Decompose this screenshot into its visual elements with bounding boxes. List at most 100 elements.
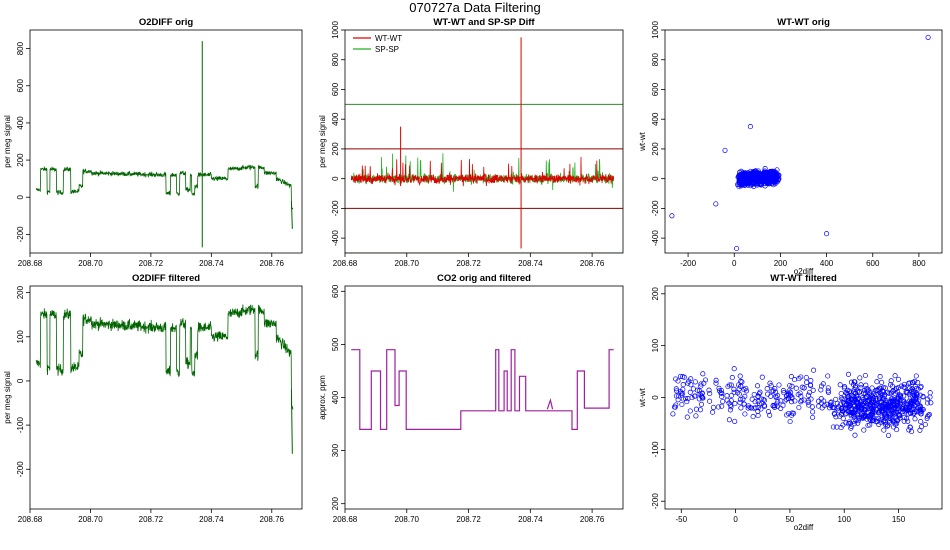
scatter-point <box>689 395 695 401</box>
scatter-point <box>878 416 884 422</box>
scatter-point <box>770 403 776 409</box>
scatter-point <box>888 378 894 384</box>
scatter-point <box>792 398 798 404</box>
wt-filtered-scatter-ytick-label: 200 <box>651 287 660 301</box>
scatter-point <box>762 169 768 175</box>
scatter-point <box>805 392 811 398</box>
scatter-point <box>880 395 886 401</box>
scatter-point <box>677 373 684 379</box>
scatter-point <box>765 176 771 182</box>
scatter-point <box>887 398 893 404</box>
wt-orig-scatter-frame <box>664 29 943 254</box>
scatter-point <box>858 384 864 391</box>
co2-orig-filtered-ytick-label: 600 <box>331 284 340 298</box>
wt-sp-diff-title: WT-WT and SP-SP Diff <box>433 17 535 28</box>
scatter-point <box>725 383 731 390</box>
scatter-point-outlier <box>824 231 830 237</box>
wt-orig-scatter-ytick-label: 400 <box>651 112 660 126</box>
scatter-point <box>836 404 842 410</box>
scatter-point <box>900 406 906 412</box>
scatter-point <box>680 374 686 380</box>
scatter-point <box>768 169 774 175</box>
wt-sp-diff-xtick-label: 208.74 <box>518 259 543 268</box>
scatter-point <box>848 409 854 416</box>
o2diff-filtered-panel: O2DIFF filtered 208.68 208.70 208.72 208.74 2… <box>3 273 303 524</box>
scatter-point <box>878 385 884 392</box>
scatter-point <box>908 400 914 406</box>
scatter-point <box>755 393 761 399</box>
o2diff-filtered-ytick-label: -100 <box>16 417 25 434</box>
wt-orig-scatter-xtick-label: 800 <box>912 259 926 268</box>
wt-sp-diff-legend: WT-WT SP-SP <box>353 34 402 54</box>
scatter-point <box>728 382 734 388</box>
scatter-point <box>890 411 896 417</box>
scatter-point <box>679 401 685 408</box>
legend-label: SP-SP <box>375 45 399 54</box>
scatter-point <box>750 414 756 420</box>
scatter-point <box>767 380 773 386</box>
scatter-point <box>901 384 907 390</box>
wt-sp-diff-ylabel: per meg signal <box>318 115 327 168</box>
scatter-point <box>786 388 792 394</box>
scatter-point <box>795 391 801 398</box>
scatter-point <box>862 414 868 420</box>
scatter-point <box>848 379 855 385</box>
scatter-point <box>768 393 774 399</box>
wt-filtered-scatter-panel: WT-WT filtered -50 0 50 100 150 -200 -100 0 100 20… <box>638 273 943 532</box>
scatter-point <box>858 382 864 388</box>
scatter-point <box>845 371 852 377</box>
scatter-point <box>713 377 719 383</box>
o2diff-orig-panel: O2DIFF orig 208.68 208.70 208.72 208.74 208.7… <box>3 17 303 268</box>
scatter-point <box>896 412 902 418</box>
scatter-point <box>789 410 795 416</box>
scatter-point <box>772 403 778 409</box>
wt-orig-scatter-xtick-label: 0 <box>732 259 737 268</box>
co2-orig-filtered-title: CO2 orig and filtered <box>437 273 531 284</box>
scatter-point <box>755 412 761 419</box>
wt-wt-series-line <box>350 156 615 187</box>
scatter-point <box>879 379 885 385</box>
scatter-point <box>881 427 887 433</box>
scatter-point <box>684 414 690 420</box>
scatter-point <box>906 391 912 397</box>
scatter-point <box>724 393 730 399</box>
scatter-point <box>810 409 816 415</box>
scatter-point <box>743 180 749 186</box>
scatter-point <box>788 374 794 380</box>
wt-filtered-scatter-xlabel: o2diff <box>794 523 814 532</box>
scatter-point <box>785 391 791 397</box>
scatter-point <box>768 383 774 389</box>
o2diff-orig-ytick-label: 800 <box>16 41 25 55</box>
co2-orig-filtered-ytick-label: 200 <box>331 496 340 510</box>
scatter-point <box>838 390 844 397</box>
o2diff-orig-title: O2DIFF orig <box>139 17 194 28</box>
scatter-point <box>893 385 900 391</box>
scatter-point <box>894 402 900 408</box>
wt-filtered-scatter-xtick-label: 150 <box>892 515 906 524</box>
scatter-point <box>876 392 882 398</box>
wt-filtered-scatter-xtick-label: -50 <box>676 515 688 524</box>
scatter-point <box>784 412 790 418</box>
scatter-point <box>731 386 737 392</box>
wt-sp-diff-frame <box>344 29 624 254</box>
scatter-point <box>927 390 933 396</box>
scatter-point <box>747 404 753 410</box>
scatter-point <box>897 415 903 421</box>
scatter-point-outlier <box>747 124 753 130</box>
o2diff-filtered-xtick-label: 208.68 <box>18 515 43 524</box>
scatter-point <box>907 407 913 413</box>
wt-sp-diff-ytick-label: 600 <box>331 82 340 96</box>
wt-orig-scatter-ytick-label: 200 <box>651 142 660 156</box>
scatter-point <box>859 414 865 420</box>
scatter-point <box>784 393 790 399</box>
scatter-point <box>881 393 887 399</box>
scatter-point <box>889 383 895 389</box>
o2diff-filtered-frame <box>29 285 303 510</box>
scatter-point-outlier <box>734 245 740 252</box>
o2diff-filtered-ytick-label: 100 <box>16 330 25 344</box>
scatter-point <box>680 382 686 388</box>
scatter-point <box>907 380 913 386</box>
scatter-point <box>873 397 879 403</box>
wt-sp-diff-ytick-label: 800 <box>331 53 340 67</box>
scatter-point <box>894 421 900 427</box>
